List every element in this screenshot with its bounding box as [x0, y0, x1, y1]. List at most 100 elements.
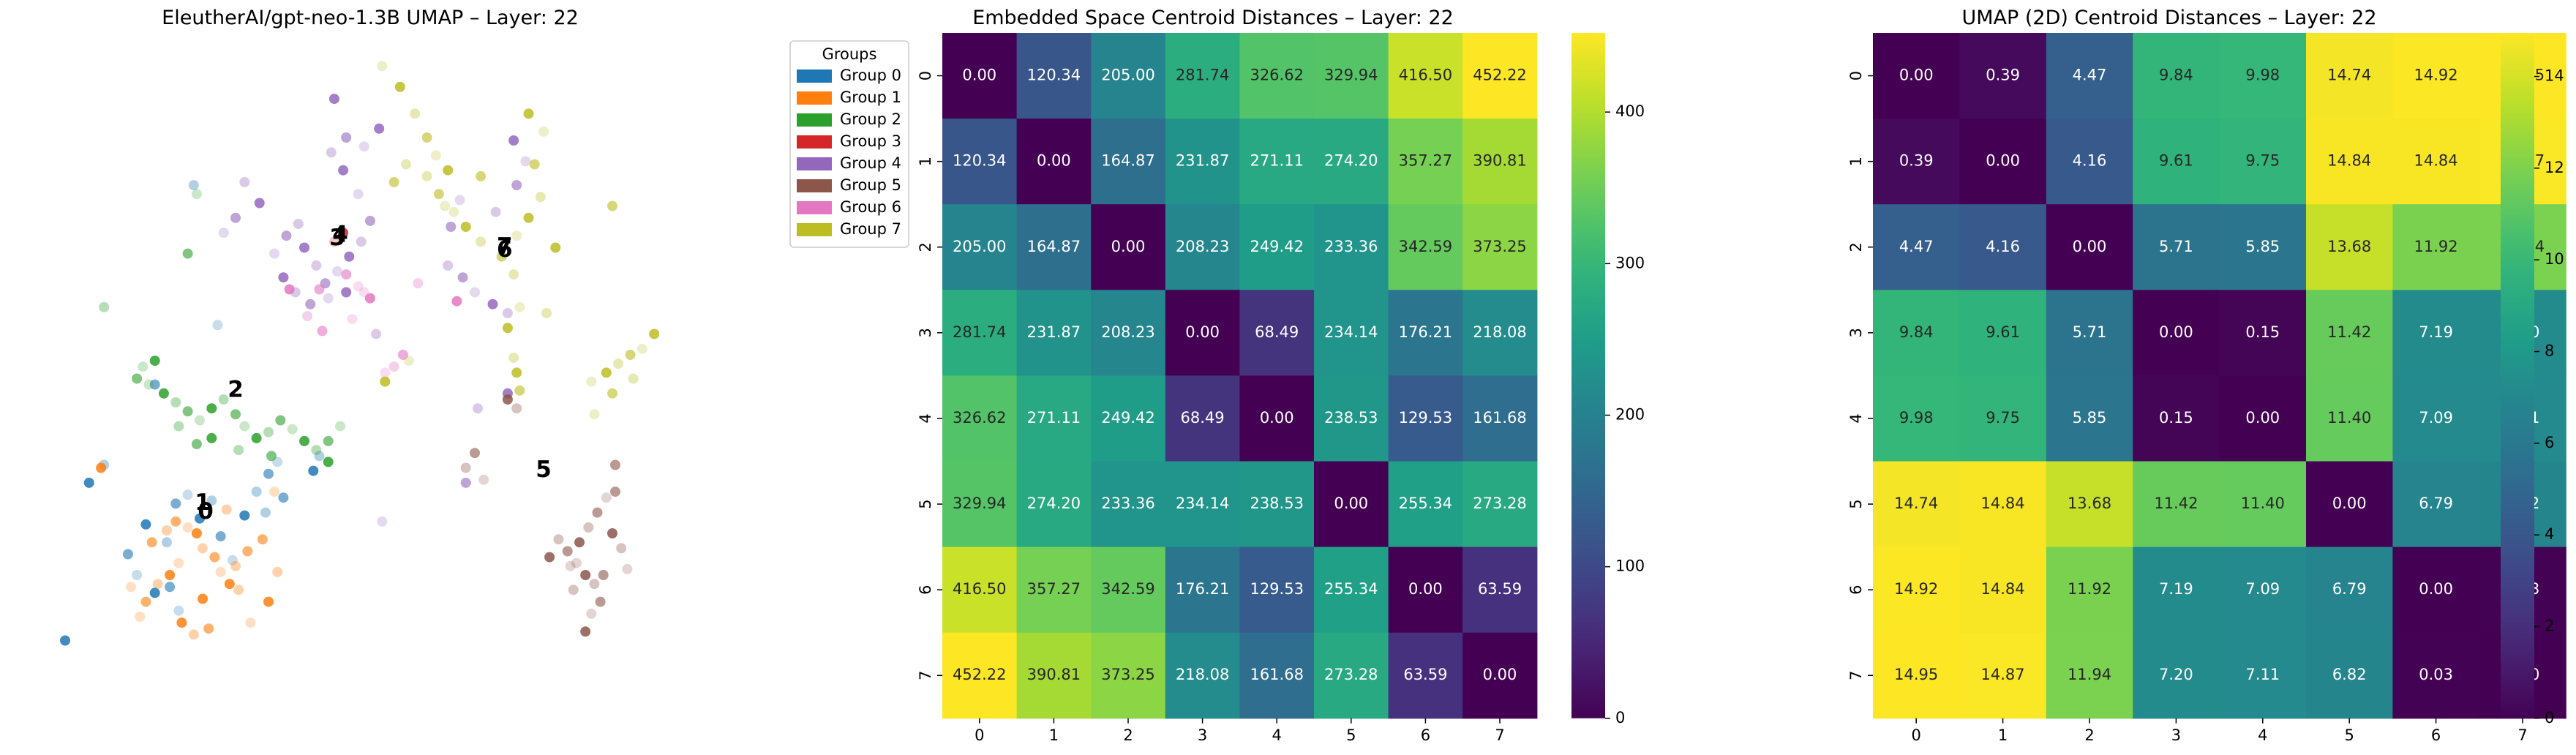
- heatmap-cell: [2046, 204, 2133, 290]
- scatter-point: [230, 409, 241, 420]
- scatter-point: [541, 308, 552, 318]
- scatter-point: [394, 81, 405, 92]
- heatmap-cell: [2133, 375, 2220, 462]
- heatmap-cell: [1016, 461, 1092, 548]
- scatter-point: [149, 356, 160, 367]
- heatmap-cell-label: 0.00: [2073, 238, 2107, 255]
- scatter-point: [323, 457, 334, 467]
- heatmap-cell: [1462, 119, 1538, 205]
- heatmap-cell: [2392, 546, 2480, 634]
- scatter-point: [191, 439, 202, 449]
- heatmap-cell-label: 7.19: [2419, 323, 2453, 341]
- scatter-point: [508, 135, 519, 146]
- scatter-point: [508, 353, 519, 363]
- x-tick-label: 6: [1421, 726, 1430, 744]
- heatmap-cell-label: 14.92: [1894, 580, 1938, 598]
- heatmap-cell-label: 164.87: [1027, 238, 1081, 255]
- scatter-point: [140, 596, 151, 607]
- umap-scatter-panel: EleutherAI/gpt-neo-1.3B UMAP – Layer: 22…: [60, 7, 660, 646]
- heatmap-cell-label: 416.50: [953, 580, 1006, 598]
- scatter-point: [496, 251, 507, 262]
- legend-entry-label: Group 1: [840, 89, 901, 106]
- heatmap-cell: [2046, 290, 2133, 376]
- heatmap-cell-label: 68.49: [1255, 323, 1299, 341]
- scatter-point: [401, 159, 411, 170]
- scatter-point: [335, 421, 345, 432]
- heatmap-cell: [1239, 290, 1315, 376]
- legend-swatch: [797, 157, 832, 170]
- heatmap-cell-label: 0.00: [1111, 238, 1146, 255]
- scatter-point: [571, 557, 582, 568]
- scatter-point: [149, 379, 160, 390]
- heatmap-cell-label: 6.79: [2332, 580, 2367, 598]
- heatmap-cell-label: 176.21: [1176, 580, 1229, 598]
- heatmap-cell-label: 11.40: [2241, 495, 2285, 512]
- scatter-point: [140, 519, 151, 530]
- scatter-point: [132, 570, 143, 580]
- heatmap-cell-label: 14.84: [2414, 152, 2458, 170]
- scatter-point: [358, 141, 369, 152]
- scatter-point: [263, 427, 274, 437]
- heatmap-cell-label: 7.09: [2245, 580, 2280, 598]
- scatter-point: [170, 498, 181, 509]
- heatmap-cell-label: 68.49: [1181, 409, 1225, 427]
- scatter-point: [356, 236, 367, 247]
- series-group-4: [218, 94, 531, 527]
- scatter-point: [278, 272, 289, 283]
- scatter-point: [410, 108, 421, 119]
- scatter-point: [502, 308, 513, 318]
- scatter-point: [317, 326, 328, 337]
- scatter-point: [275, 415, 286, 426]
- heatmap-cell-label: 329.94: [1324, 67, 1378, 84]
- scatter-point: [610, 459, 620, 470]
- scatter-point: [287, 424, 298, 435]
- colorbar: [2501, 33, 2534, 718]
- y-tick-label: 5: [1847, 499, 1865, 508]
- scatter-point: [353, 189, 364, 200]
- heatmap-cell: [2306, 546, 2393, 634]
- heatmap-cell-label: 4.16: [1986, 238, 2020, 255]
- heatmap-cell: [1016, 375, 1092, 462]
- y-tick-label: 2: [1847, 242, 1865, 252]
- heatmap-cell-label: 271.11: [1250, 152, 1303, 170]
- heatmap-cell: [1239, 375, 1315, 462]
- heatmap-cell-label: 11.42: [2154, 495, 2198, 512]
- colorbar-tick-label: 12: [2545, 159, 2564, 176]
- heatmap-cell-label: 0.00: [1260, 409, 1294, 427]
- scatter-point: [476, 170, 487, 181]
- heatmap-cell-label: 231.87: [1027, 323, 1081, 341]
- colorbar-tick-label: 100: [1615, 557, 1645, 575]
- heatmap-cell-label: 63.59: [1478, 580, 1522, 598]
- heatmap-cell: [2219, 204, 2307, 290]
- heatmap-cell-label: 13.68: [2068, 495, 2111, 512]
- scatter-point: [544, 552, 555, 563]
- y-tick-label: 4: [917, 413, 934, 423]
- heatmap-cell-label: 0.39: [1986, 67, 2020, 84]
- scatter-point: [388, 177, 399, 187]
- heatmap-cell-label: 452.22: [953, 666, 1006, 683]
- heatmap-cell: [1462, 461, 1538, 548]
- centroid-label-6: 6: [497, 236, 513, 263]
- legend-swatch: [797, 113, 832, 127]
- scatter-point: [191, 528, 202, 538]
- heatmap-cell: [942, 546, 1018, 634]
- scatter-point: [149, 587, 160, 598]
- scatter-point: [433, 189, 444, 200]
- heatmap-cell-label: 205.00: [953, 238, 1006, 255]
- scatter-point: [328, 236, 339, 247]
- scatter-point: [341, 132, 352, 143]
- scatter-point: [583, 522, 594, 533]
- y-tick-label: 1: [917, 157, 934, 166]
- heatmap-cell: [1462, 33, 1538, 119]
- heatmap-cell-label: 120.34: [953, 152, 1006, 170]
- heatmap-cell: [1873, 290, 1960, 376]
- scatter-point: [430, 150, 441, 161]
- scatter-point: [586, 376, 597, 387]
- heatmap-cell: [1165, 33, 1240, 119]
- x-tick-label: 4: [1272, 726, 1282, 744]
- scatter-point: [595, 596, 606, 607]
- heatmap-cell-label: 0.15: [2159, 409, 2193, 427]
- heatmap-cell-label: 7.11: [2245, 666, 2280, 683]
- scatter-point: [508, 269, 519, 280]
